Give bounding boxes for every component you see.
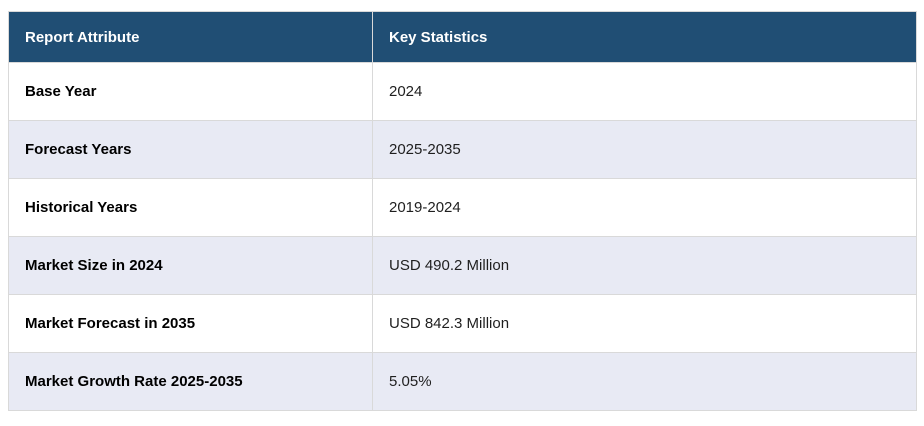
table-row: Market Forecast in 2035 USD 842.3 Millio… [8,294,917,353]
column-header-report-attribute: Report Attribute [8,11,373,63]
table-row: Base Year 2024 [8,62,917,121]
attribute-cell: Market Size in 2024 [8,236,373,295]
attribute-cell: Market Forecast in 2035 [8,294,373,353]
value-cell: 2019-2024 [372,178,917,237]
table-row: Historical Years 2019-2024 [8,178,917,237]
attribute-cell: Historical Years [8,178,373,237]
table-row: Market Size in 2024 USD 490.2 Million [8,236,917,295]
value-cell: 2024 [372,62,917,121]
table-row: Forecast Years 2025-2035 [8,120,917,179]
attribute-cell: Market Growth Rate 2025-2035 [8,352,373,411]
attribute-cell: Base Year [8,62,373,121]
report-statistics-table-container: Report Attribute Key Statistics Base Yea… [8,11,917,411]
value-cell: USD 490.2 Million [372,236,917,295]
table-row: Market Growth Rate 2025-2035 5.05% [8,352,917,411]
report-statistics-table: Report Attribute Key Statistics Base Yea… [8,11,917,411]
value-cell: 5.05% [372,352,917,411]
value-cell: 2025-2035 [372,120,917,179]
header-row: Report Attribute Key Statistics [8,11,917,63]
attribute-cell: Forecast Years [8,120,373,179]
column-header-key-statistics: Key Statistics [372,11,917,63]
value-cell: USD 842.3 Million [372,294,917,353]
